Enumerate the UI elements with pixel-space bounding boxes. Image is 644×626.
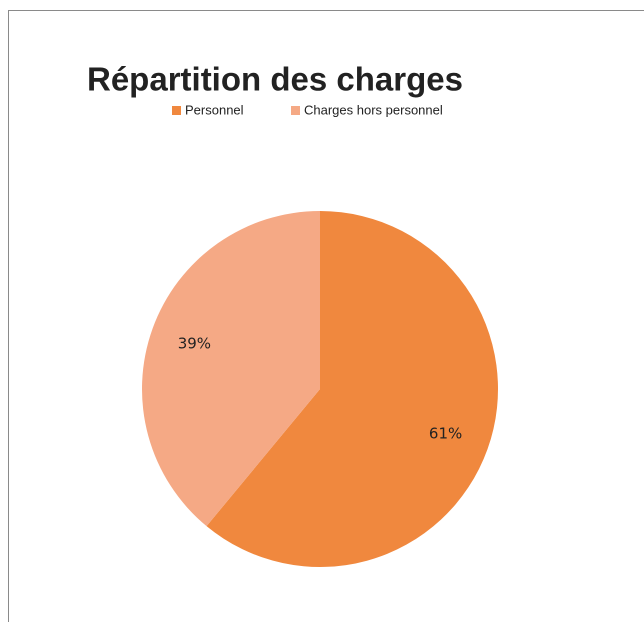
legend-swatch: [172, 106, 181, 115]
data-label: 39%: [178, 334, 211, 352]
chart-title: Répartition des charges: [87, 61, 463, 98]
legend-swatch: [291, 106, 300, 115]
legend-label: Personnel: [185, 102, 244, 117]
legend-label: Charges hors personnel: [304, 102, 443, 117]
data-label: 61%: [429, 425, 462, 443]
